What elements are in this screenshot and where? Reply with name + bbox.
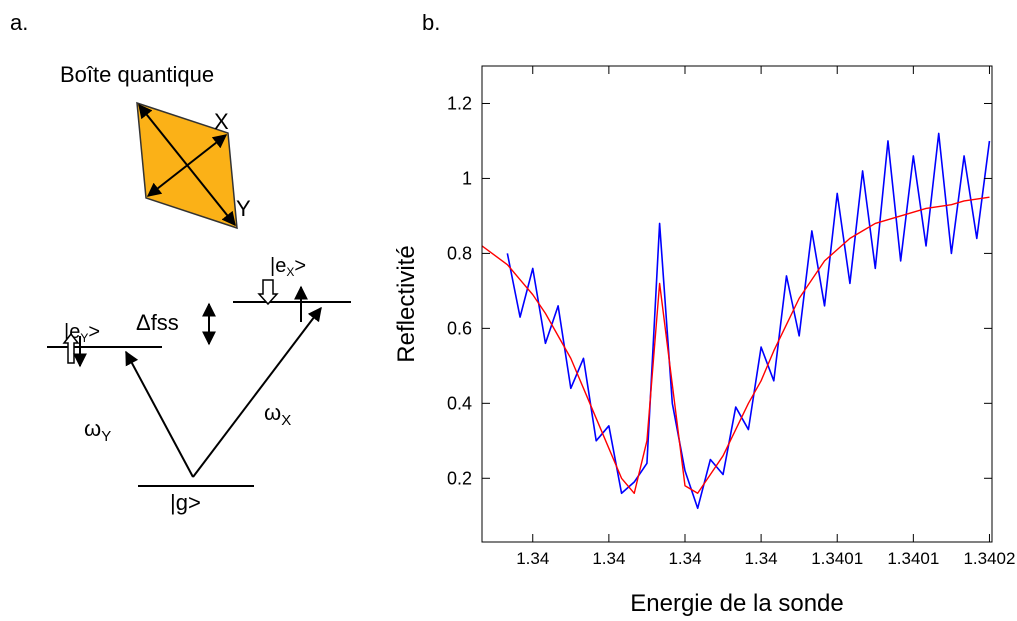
- data-line: [506, 132, 991, 510]
- y-tick-label: 1: [462, 168, 472, 188]
- omega-label: ωX: [264, 400, 291, 429]
- plot-frame: [481, 65, 993, 543]
- axis-label: X: [214, 109, 229, 134]
- spin-down: [257, 279, 279, 306]
- x-tick-label: 1.3402: [963, 549, 1015, 568]
- y-tick-label: 0.6: [447, 318, 472, 338]
- axis-label: Y: [236, 196, 251, 221]
- transition-y: [125, 350, 194, 478]
- panel-label: b.: [422, 10, 440, 35]
- y-tick-label: 0.2: [447, 468, 472, 488]
- transition-x: [192, 306, 322, 478]
- y-tick-label: 1.2: [447, 93, 472, 113]
- splitting-label: Δfss: [136, 310, 179, 335]
- omega-label: ωY: [84, 416, 111, 445]
- x-tick-label: 1.3401: [887, 549, 939, 568]
- y-axis-label: Reflectivité: [393, 245, 420, 362]
- x-tick-label: 1.34: [668, 549, 701, 568]
- x-axis-label: Energie de la sonde: [630, 590, 844, 617]
- y-tick-label: 0.8: [447, 243, 472, 263]
- plot-area: 0.2 0.4 0.6 0.8 1 1.2 1.34 1.34 1.34 1.34 1.3401 1.…: [447, 65, 1015, 568]
- axis-arrow: [146, 134, 228, 197]
- x-tick-label: 1.34: [592, 549, 625, 568]
- x-tick-label: 1.34: [516, 549, 549, 568]
- x-tick-label: 1.34: [745, 549, 778, 568]
- x-tick-label: 1.3401: [811, 549, 863, 568]
- dot-title: Boîte quantique: [60, 62, 214, 87]
- ground-label: |g>: [170, 490, 201, 515]
- data-line: [482, 196, 990, 494]
- state-label: |eX>: [270, 255, 306, 279]
- panel-label: a.: [10, 10, 28, 35]
- y-tick-label: 0.4: [447, 393, 472, 413]
